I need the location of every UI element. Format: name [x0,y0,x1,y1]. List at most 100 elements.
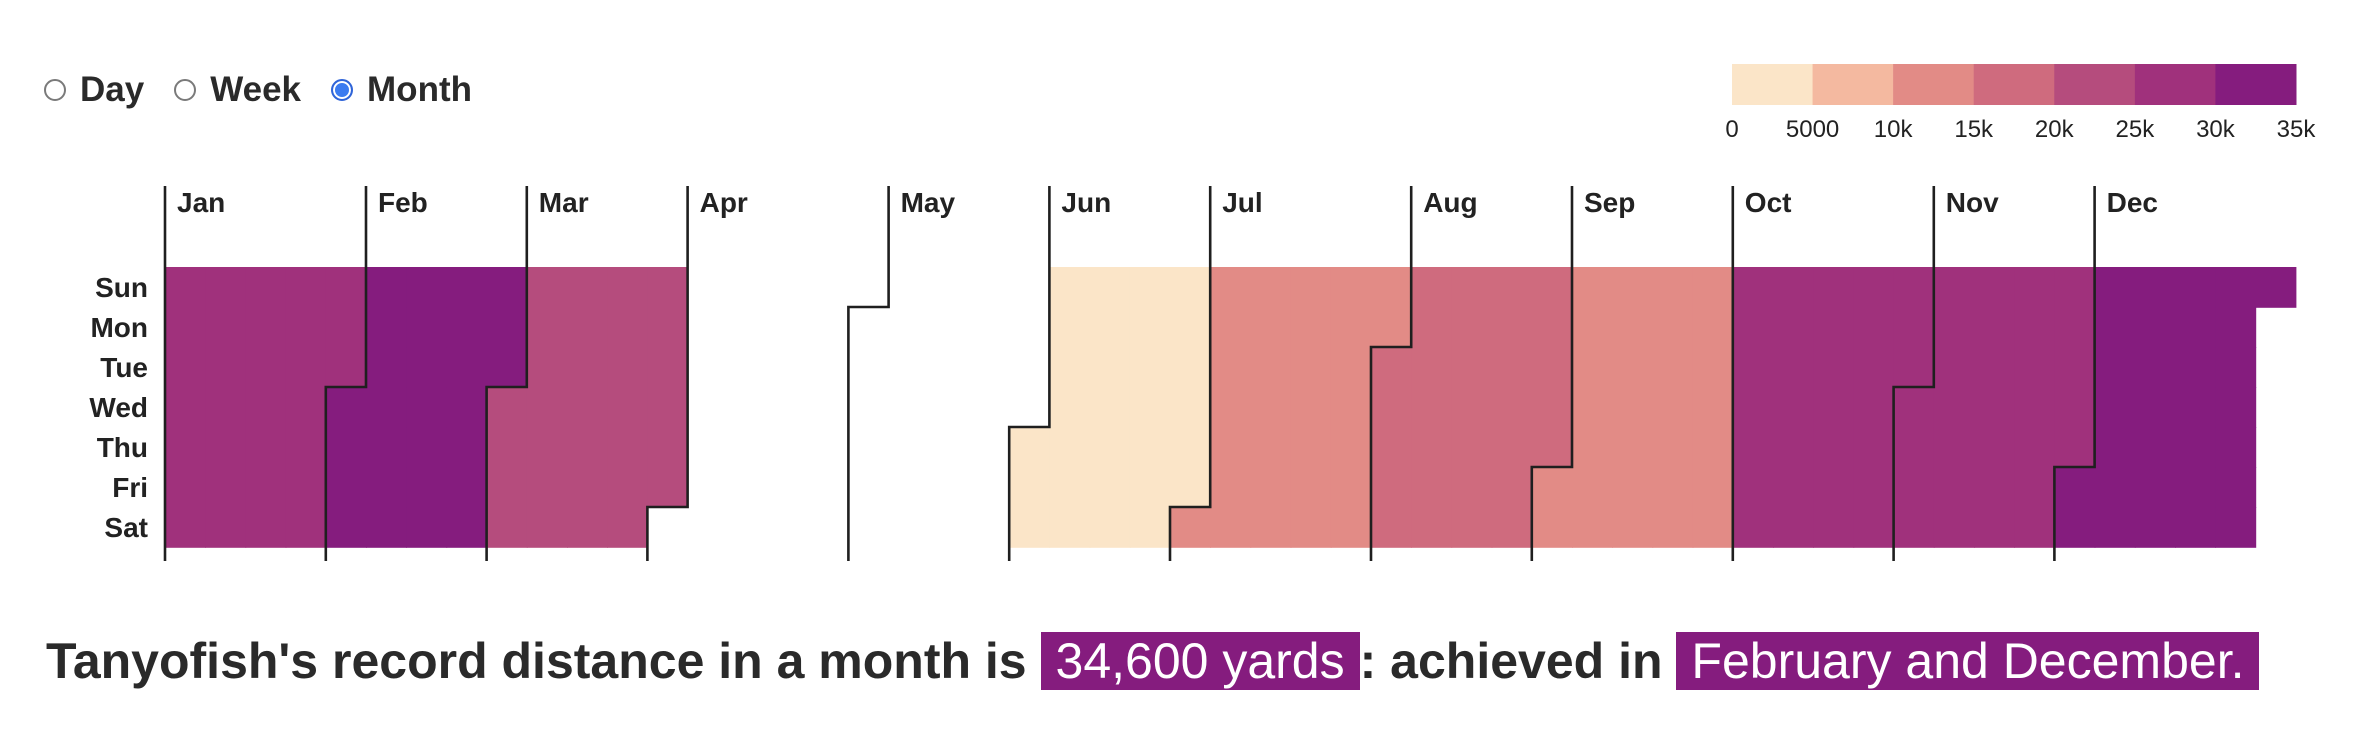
day-cell [285,347,327,388]
period-option-month[interactable]: Month [331,70,472,110]
day-cell [2134,427,2176,468]
legend-swatch [2215,64,2297,105]
day-cell [1974,387,2015,428]
day-cell [2134,267,2176,308]
day-cell [567,347,608,388]
day-cell [366,467,407,508]
day-cell [1451,387,1493,428]
day-cell [1250,387,1292,428]
day-cell [1411,467,1453,508]
day-cell [285,507,327,548]
day-cell [1853,307,1895,348]
radio-month[interactable] [331,79,354,101]
legend-tick-label: 35k [2277,116,2317,143]
day-cell [486,507,528,548]
radio-week[interactable] [174,79,197,101]
day-cell [1330,507,1372,548]
day-cell [446,507,488,548]
day-cell [1491,347,1533,388]
period-option-week[interactable]: Week [174,70,301,110]
day-cell [607,507,649,548]
day-cell [526,467,568,508]
day-cell [2175,267,2216,308]
month-label: Jun [1061,187,1111,218]
month-boundary [646,186,689,561]
day-cell [245,267,287,308]
day-cell [245,347,287,388]
day-cell [1089,467,1131,508]
day-cell [2175,307,2216,348]
day-cell [1089,347,1131,388]
day-cell [165,307,206,348]
day-cell [1853,347,1895,388]
day-cell [406,467,448,508]
day-cell [1612,427,1654,468]
day-cell [1732,387,1774,428]
day-cell [1531,387,1573,428]
day-cell [1330,307,1372,348]
day-cell [406,267,448,308]
day-cell [1491,427,1533,468]
day-cell [446,347,488,388]
day-cell [2215,387,2257,428]
day-cell [2215,307,2257,348]
day-cell [1049,347,1091,388]
day-cell [285,307,327,348]
day-cell [1491,267,1533,308]
day-cell [165,387,206,428]
day-cell [567,467,608,508]
day-cell [1170,307,1211,348]
day-cell [1572,467,1613,508]
day-cell [1933,267,1975,308]
day-cell [1732,467,1774,508]
month-label: May [901,187,956,218]
day-cell [1933,307,1975,348]
day-cell [486,387,528,428]
day-of-week-label: Wed [89,392,148,423]
day-cell [325,467,367,508]
day-cell [165,267,206,308]
day-cell [1853,467,1895,508]
day-cell [1371,387,1412,428]
day-cell [1572,507,1613,548]
day-cell [1089,307,1131,348]
day-cell [486,427,528,468]
day-cell [486,307,528,348]
day-cell [205,467,247,508]
day-cell [1049,387,1091,428]
day-cell [2094,427,2136,468]
period-option-day[interactable]: Day [44,70,144,110]
day-cell [1531,467,1573,508]
day-cell [2134,467,2176,508]
day-cell [285,267,327,308]
day-cell [1773,507,1814,548]
day-cell [1089,387,1131,428]
day-cell [526,387,568,428]
day-cell [607,267,649,308]
month-boundary [324,186,368,561]
day-cell [1290,427,1332,468]
day-cell [1652,507,1694,548]
day-cell [2014,267,2056,308]
day-cell [1732,427,1774,468]
month-boundary [847,186,890,561]
day-cell [1451,307,1493,348]
day-cell [1170,267,1211,308]
day-cell [2014,467,2056,508]
day-cell [1330,267,1372,308]
day-cell [245,507,287,548]
day-cell [2175,507,2216,548]
day-cell [366,427,407,468]
day-cell [526,267,568,308]
day-cell [1411,267,1453,308]
day-cell [1853,427,1895,468]
day-cell [2134,347,2176,388]
day-cell [1813,307,1855,348]
day-cell [1049,307,1091,348]
day-cell [406,507,448,548]
day-cell [1692,507,1734,548]
day-cell [1893,267,1935,308]
month-labels: Jan Feb Mar Apr May Jun Jul Aug Sep Oct Nov Dec [177,187,2158,218]
legend-tick-label: 15k [1954,116,1994,143]
radio-day[interactable] [44,79,66,101]
